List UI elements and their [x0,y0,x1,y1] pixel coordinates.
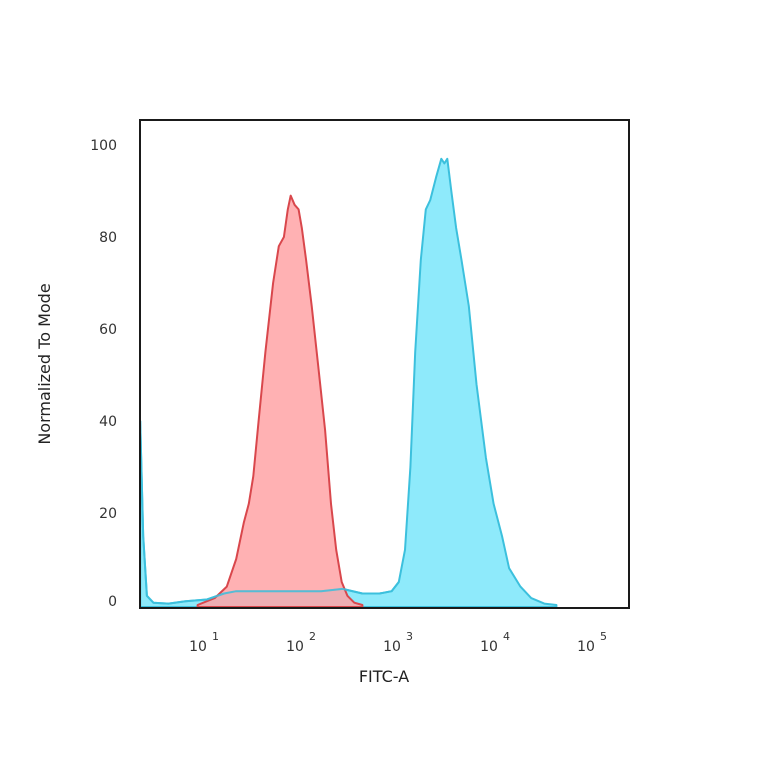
antibody-stained-baseline-outline [141,420,400,605]
y-tick-label: 0 [108,594,117,610]
x-tick-exponent: 2 [309,630,316,643]
plot-frame [139,119,630,609]
x-tick-label: 10 [286,639,304,655]
x-axis-ticks: 10 1 10 2 10 3 10 4 10 5 [189,630,607,655]
x-tick-label: 10 [480,639,498,655]
x-tick-exponent: 1 [212,630,219,643]
x-tick-exponent: 3 [406,630,413,643]
y-tick-label: 20 [99,506,117,522]
y-tick-label: 100 [90,138,117,154]
y-axis-ticks: 0 20 40 60 80 100 [90,138,117,610]
x-axis-title: FITC-A [359,667,409,686]
x-tick-label: 10 [577,639,595,655]
x-tick-label: 10 [383,639,401,655]
y-tick-label: 80 [99,230,117,246]
y-axis-title: Normalized To Mode [35,283,54,444]
x-tick-exponent: 4 [503,630,510,643]
x-tick-exponent: 5 [600,630,607,643]
x-tick-label: 10 [189,639,207,655]
y-tick-label: 60 [99,322,117,338]
series-layer [141,157,558,607]
isotype-control-histogram [196,194,364,607]
y-tick-label: 40 [99,414,117,430]
